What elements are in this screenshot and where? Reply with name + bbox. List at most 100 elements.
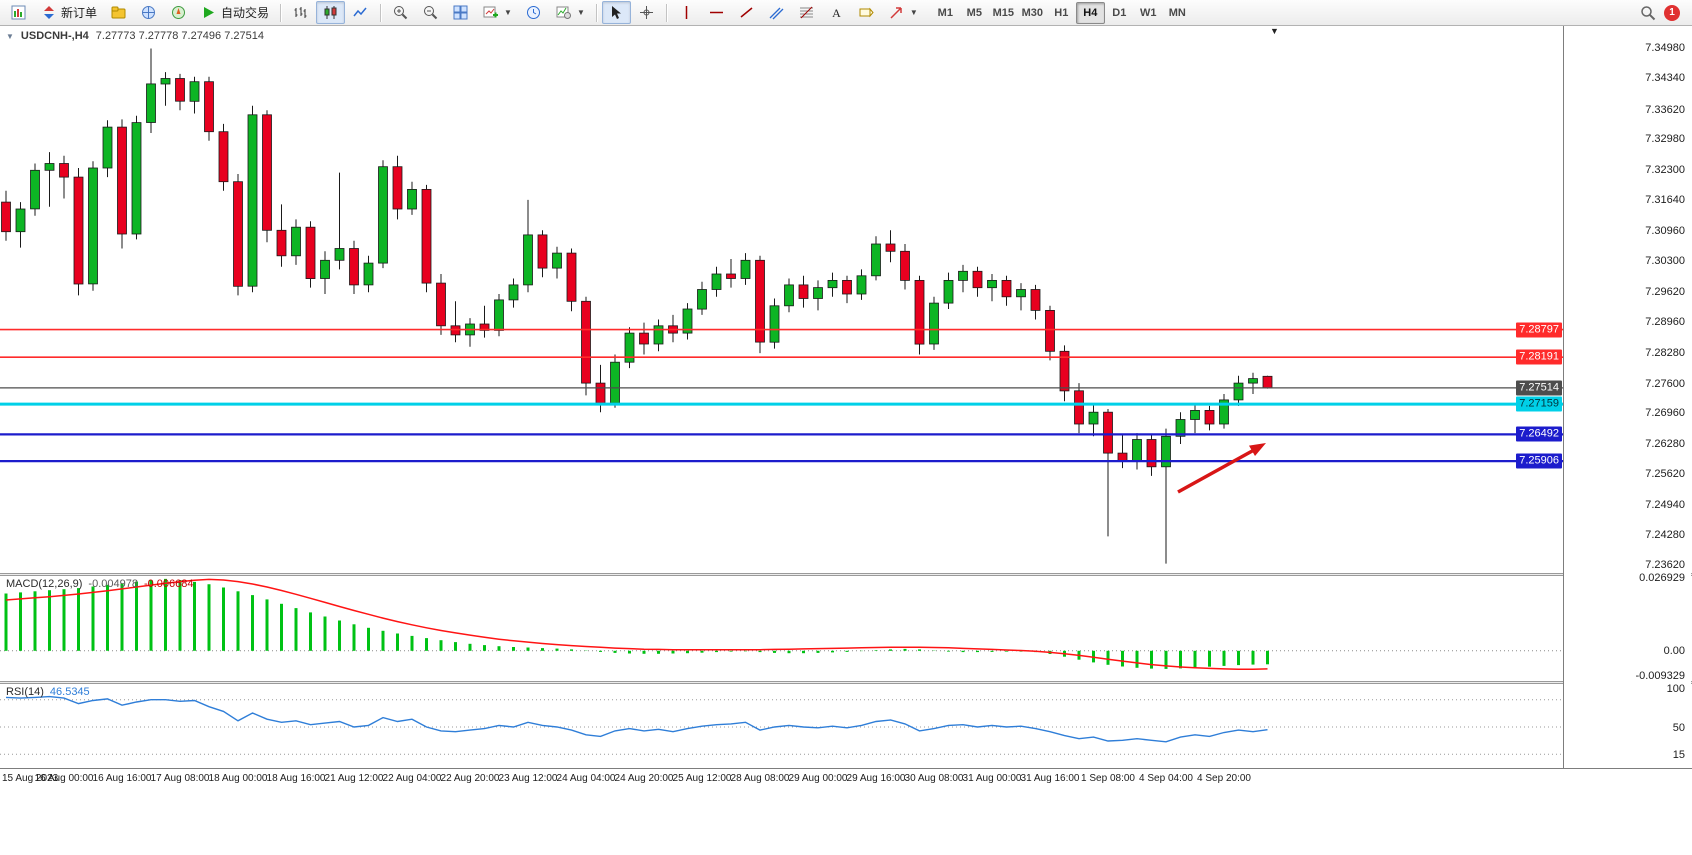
notification-badge[interactable]: 1	[1664, 4, 1680, 21]
fibonacci-tool-button[interactable]	[792, 1, 821, 24]
profiles-button[interactable]	[104, 1, 133, 24]
autotrade-button[interactable]: 自动交易	[194, 1, 275, 24]
candle-up	[1248, 378, 1258, 384]
timeframe-button-m5[interactable]: M5	[966, 6, 982, 19]
candle-up	[827, 279, 838, 289]
price-line-badge[interactable]: 7.27514	[1516, 380, 1562, 396]
time-axis[interactable]: 15 Aug 2023 16 Aug 00:00 16 Aug 16:00 17 Au…	[0, 768, 1692, 792]
market-watch-icon	[140, 4, 157, 21]
candle-up	[769, 305, 780, 343]
rsi-plot	[0, 695, 1563, 755]
toolbar-separator	[380, 3, 382, 22]
new-chart-dropdown-button[interactable]: ▼	[476, 1, 518, 24]
timeframe-button-m1[interactable]: M1	[937, 6, 953, 19]
price-line-badge[interactable]: 7.26492	[1516, 426, 1562, 442]
zoom-in-button[interactable]	[386, 1, 415, 24]
main-chart[interactable]: ▼ USDCNH-,H4 7.27773 7.27778 7.27496 7.2…	[0, 26, 1563, 573]
text-tool-button[interactable]: A	[822, 1, 851, 24]
zoom-in-icon	[392, 4, 409, 21]
panel-divider[interactable]	[0, 573, 1692, 576]
templates-button[interactable]: ▼	[549, 1, 591, 24]
candle-up	[494, 299, 504, 331]
rsi-axis-label: 50	[1672, 722, 1685, 734]
candle-down	[204, 81, 214, 133]
toolbar-separator	[665, 3, 667, 22]
candle-down	[1030, 289, 1041, 311]
candle-up	[131, 122, 142, 235]
candle-up	[653, 325, 664, 345]
hline-tool-button[interactable]	[702, 1, 731, 24]
price-line-badge[interactable]: 7.25906	[1516, 453, 1562, 469]
candle-up	[871, 243, 881, 277]
chart-window-icon	[10, 4, 27, 21]
price-axis[interactable]: 7.34980 7.34340 7.33620 7.32980 7.32300 7.316…	[1563, 26, 1691, 768]
vline-tool-button[interactable]	[672, 1, 701, 24]
market-watch-button[interactable]	[134, 1, 163, 24]
candle-down	[1204, 409, 1215, 425]
price-axis-label: 7.30300	[1645, 255, 1685, 267]
candlestick-chart-icon	[322, 4, 339, 21]
timeframe-button-m30[interactable]: M30	[1021, 6, 1043, 19]
candle-up	[378, 166, 388, 264]
profiles-icon	[110, 4, 127, 21]
candle-up	[1190, 409, 1200, 420]
candle-up	[146, 83, 156, 123]
cursor-tool-button[interactable]	[601, 1, 631, 24]
fibonacci-icon	[798, 4, 815, 21]
timeframe-button-m15[interactable]: M15	[992, 6, 1014, 19]
candle-down	[1045, 309, 1055, 352]
period-clock-button[interactable]	[519, 1, 548, 24]
time-axis-label: 16 Aug 00:00	[34, 773, 94, 784]
time-axis-label: 22 Aug 20:00	[440, 773, 500, 784]
time-axis-label: 28 Aug 08:00	[730, 773, 790, 784]
arrow-annotation-head[interactable]	[1249, 443, 1266, 456]
macd-main-value: -0.004978	[88, 578, 138, 590]
timeframe-button-d1[interactable]: D1	[1112, 6, 1127, 19]
price-line-badge[interactable]: 7.28797	[1516, 322, 1562, 338]
price-axis-label: 7.25620	[1645, 468, 1685, 480]
tile-windows-button[interactable]	[446, 1, 475, 24]
candle-up	[987, 279, 997, 289]
price-line-badge[interactable]: 7.28191	[1516, 349, 1562, 365]
timeframe-button-h4[interactable]: H4	[1075, 1, 1105, 24]
candle-down	[233, 181, 243, 287]
timeframe-button-h1[interactable]: H1	[1054, 6, 1069, 19]
crosshair-tool-button[interactable]	[632, 1, 661, 24]
macd-name: MACD(12,26,9)	[6, 578, 83, 590]
shapes-dropdown-button[interactable]: ▼	[882, 1, 924, 24]
price-axis-label: 7.33620	[1645, 104, 1685, 116]
text-icon: A	[828, 4, 845, 21]
channel-tool-button[interactable]	[762, 1, 791, 24]
candle-up	[1016, 289, 1026, 298]
candle-chart-mode-button[interactable]	[316, 1, 346, 24]
crosshair-icon	[638, 4, 655, 21]
timeframe-button-w1[interactable]: W1	[1140, 6, 1157, 19]
candle-up	[1175, 419, 1186, 437]
price-line-badge[interactable]: 7.27159	[1516, 396, 1562, 412]
rsi-axis-label: 100	[1666, 683, 1685, 695]
navigator-icon	[170, 4, 187, 21]
macd-panel[interactable]: MACD(12,26,9) -0.004978 -0.006684	[0, 576, 1563, 681]
zoom-out-button[interactable]	[416, 1, 445, 24]
candle-down	[972, 270, 983, 289]
arrow-annotation[interactable]	[1177, 448, 1255, 494]
panel-divider[interactable]	[0, 681, 1692, 684]
rsi-panel[interactable]: RSI(14) 46.5345	[0, 684, 1563, 768]
bar-chart-mode-button[interactable]	[286, 1, 315, 24]
navigator-button[interactable]	[164, 1, 193, 24]
line-chart-mode-button[interactable]	[346, 1, 375, 24]
tile-windows-icon	[452, 4, 469, 21]
new-order-button[interactable]: 新订单	[34, 1, 103, 24]
trendline-tool-button[interactable]	[732, 1, 761, 24]
timeframe-toolbar: M1 M5 M15 M30 H1 H4 D1 W1 MN	[931, 1, 1192, 24]
time-axis-label: 31 Aug 00:00	[962, 773, 1022, 784]
search-icon[interactable]	[1639, 4, 1656, 21]
new-chart-button[interactable]	[4, 1, 33, 24]
chart-shift-marker-icon[interactable]: ▼	[1270, 26, 1279, 36]
macd-label: MACD(12,26,9) -0.004978 -0.006684	[6, 578, 194, 590]
price-axis-label: 7.32980	[1645, 133, 1685, 145]
candlestick-plot[interactable]	[0, 26, 1563, 573]
chart-menu-icon[interactable]: ▼	[6, 31, 14, 41]
timeframe-button-mn[interactable]: MN	[1168, 6, 1186, 19]
label-tool-button[interactable]	[852, 1, 881, 24]
